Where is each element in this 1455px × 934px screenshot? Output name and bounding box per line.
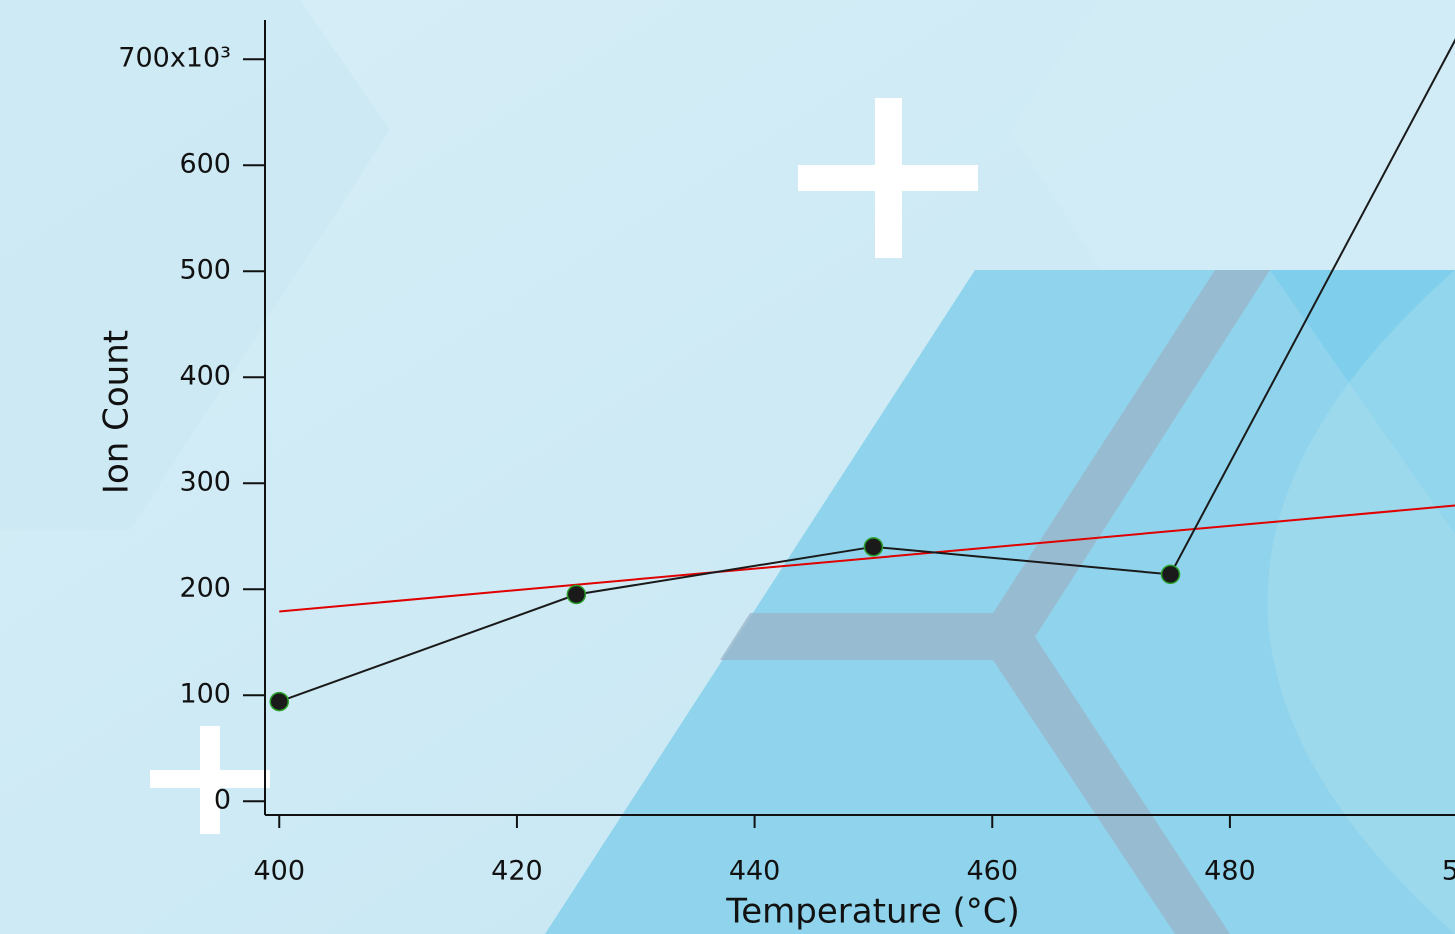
y-tick-label: 0 <box>214 785 231 816</box>
y-tick-label: 500 <box>179 255 231 286</box>
x-tick-label: 400 <box>253 856 305 887</box>
y-tick-label: 300 <box>179 467 231 498</box>
data-point <box>1162 565 1180 583</box>
x-tick-label: 500 <box>1442 856 1455 887</box>
y-tick-label: 400 <box>179 361 231 392</box>
x-tick-label: 420 <box>491 856 543 887</box>
data-point <box>864 538 882 556</box>
page: {"chart_data":{"type":"line","x_label":"… <box>0 0 1455 934</box>
y-tick-label: 700x10³ <box>118 43 231 74</box>
x-axis-title: Temperature (°C) <box>725 892 1019 932</box>
y-tick-label: 100 <box>179 679 231 710</box>
chart: Temperature (°C) Ion Count 0 100 200 300 400… <box>0 0 1455 934</box>
data-point <box>270 693 288 711</box>
data-point <box>567 586 585 604</box>
y-tick-label: 200 <box>179 573 231 604</box>
x-tick-label: 480 <box>1204 856 1256 887</box>
y-tick-label: 600 <box>179 149 231 180</box>
y-axis-title: Ion Count <box>97 330 137 494</box>
x-tick-label: 440 <box>729 856 781 887</box>
x-tick-label: 460 <box>966 856 1018 887</box>
